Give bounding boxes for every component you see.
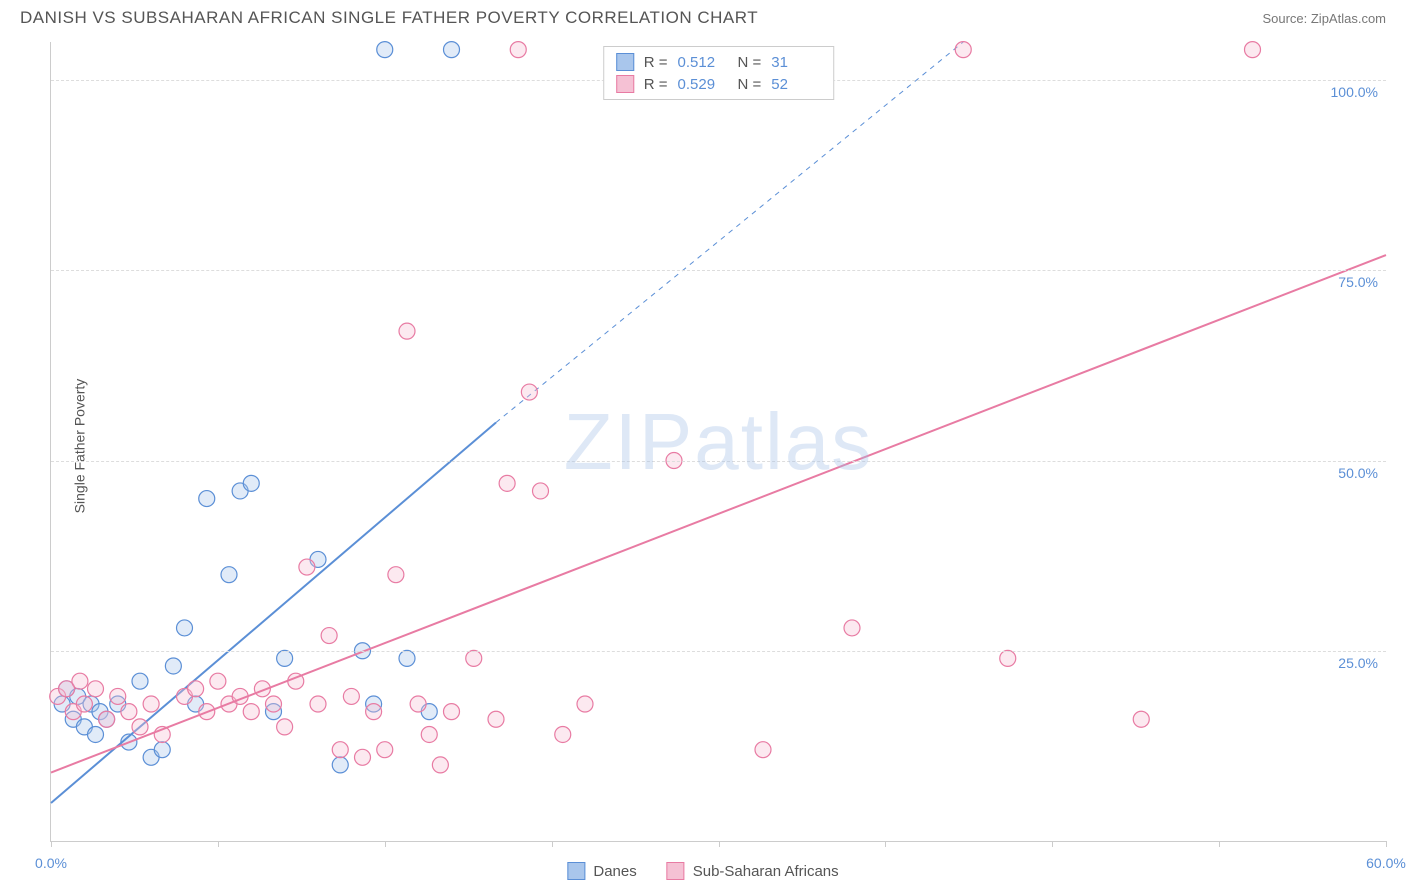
legend-row: R = 0.529 N = 52	[616, 73, 822, 95]
data-point	[377, 742, 393, 758]
data-point	[1000, 650, 1016, 666]
data-point	[88, 726, 104, 742]
data-point	[399, 650, 415, 666]
r-value: 0.512	[678, 54, 728, 71]
data-point	[110, 688, 126, 704]
r-value: 0.529	[678, 76, 728, 93]
legend-swatch	[616, 75, 634, 93]
data-point	[510, 42, 526, 58]
data-point	[332, 757, 348, 773]
n-label: N =	[738, 54, 762, 71]
x-tick	[1219, 841, 1220, 847]
x-tick-label: 0.0%	[35, 855, 67, 871]
data-point	[844, 620, 860, 636]
data-point	[321, 628, 337, 644]
x-tick	[51, 841, 52, 847]
legend-swatch	[567, 862, 585, 880]
gridline	[51, 461, 1386, 462]
data-point	[1133, 711, 1149, 727]
data-point	[243, 475, 259, 491]
data-point	[521, 384, 537, 400]
data-point	[755, 742, 771, 758]
gridline	[51, 651, 1386, 652]
data-point	[488, 711, 504, 727]
data-point	[132, 673, 148, 689]
y-tick-label: 25.0%	[1338, 655, 1378, 671]
data-point	[310, 696, 326, 712]
source-label: Source: ZipAtlas.com	[1262, 11, 1386, 26]
n-value: 52	[771, 76, 821, 93]
data-point	[377, 42, 393, 58]
data-point	[177, 620, 193, 636]
data-point	[165, 658, 181, 674]
series-legend: Danes Sub-Saharan Africans	[567, 862, 838, 880]
n-value: 31	[771, 54, 821, 71]
data-point	[533, 483, 549, 499]
chart-title: DANISH VS SUBSAHARAN AFRICAN SINGLE FATH…	[20, 8, 758, 28]
chart-area: ZIPatlas R =0.512N =31R =0.529N =52 25.0…	[50, 42, 1386, 842]
x-tick	[719, 841, 720, 847]
data-point	[577, 696, 593, 712]
x-tick	[218, 841, 219, 847]
data-point	[466, 650, 482, 666]
y-tick-label: 75.0%	[1338, 274, 1378, 290]
data-point	[72, 673, 88, 689]
r-label: R =	[644, 76, 668, 93]
gridline	[51, 270, 1386, 271]
legend-item: Danes	[567, 862, 636, 880]
data-point	[1245, 42, 1261, 58]
x-tick	[1386, 841, 1387, 847]
legend-label: Sub-Saharan Africans	[693, 863, 839, 880]
data-point	[243, 704, 259, 720]
legend-item: Sub-Saharan Africans	[667, 862, 839, 880]
trend-line	[51, 255, 1386, 772]
data-point	[154, 742, 170, 758]
data-point	[210, 673, 226, 689]
data-point	[88, 681, 104, 697]
data-point	[299, 559, 315, 575]
data-point	[444, 704, 460, 720]
data-point	[499, 475, 515, 491]
data-point	[277, 650, 293, 666]
data-point	[132, 719, 148, 735]
scatter-plot	[51, 42, 1386, 841]
x-tick	[552, 841, 553, 847]
data-point	[366, 704, 382, 720]
data-point	[355, 749, 371, 765]
data-point	[444, 42, 460, 58]
data-point	[410, 696, 426, 712]
data-point	[76, 696, 92, 712]
data-point	[955, 42, 971, 58]
x-tick	[885, 841, 886, 847]
x-tick-label: 60.0%	[1366, 855, 1406, 871]
data-point	[266, 696, 282, 712]
correlation-legend: R = 0.512 N = 31 R = 0.529 N = 52	[603, 46, 835, 100]
x-tick	[385, 841, 386, 847]
r-label: R =	[644, 54, 668, 71]
data-point	[143, 696, 159, 712]
legend-label: Danes	[593, 863, 636, 880]
data-point	[555, 726, 571, 742]
data-point	[277, 719, 293, 735]
data-point	[432, 757, 448, 773]
x-tick	[1052, 841, 1053, 847]
header: DANISH VS SUBSAHARAN AFRICAN SINGLE FATH…	[0, 0, 1406, 34]
y-tick-label: 100.0%	[1331, 84, 1378, 100]
data-point	[343, 688, 359, 704]
data-point	[421, 726, 437, 742]
data-point	[188, 681, 204, 697]
legend-swatch	[616, 53, 634, 71]
data-point	[332, 742, 348, 758]
data-point	[99, 711, 115, 727]
data-point	[221, 567, 237, 583]
data-point	[199, 491, 215, 507]
legend-row: R = 0.512 N = 31	[616, 51, 822, 73]
y-tick-label: 50.0%	[1338, 465, 1378, 481]
data-point	[121, 704, 137, 720]
legend-swatch	[667, 862, 685, 880]
data-point	[399, 323, 415, 339]
n-label: N =	[738, 76, 762, 93]
data-point	[388, 567, 404, 583]
